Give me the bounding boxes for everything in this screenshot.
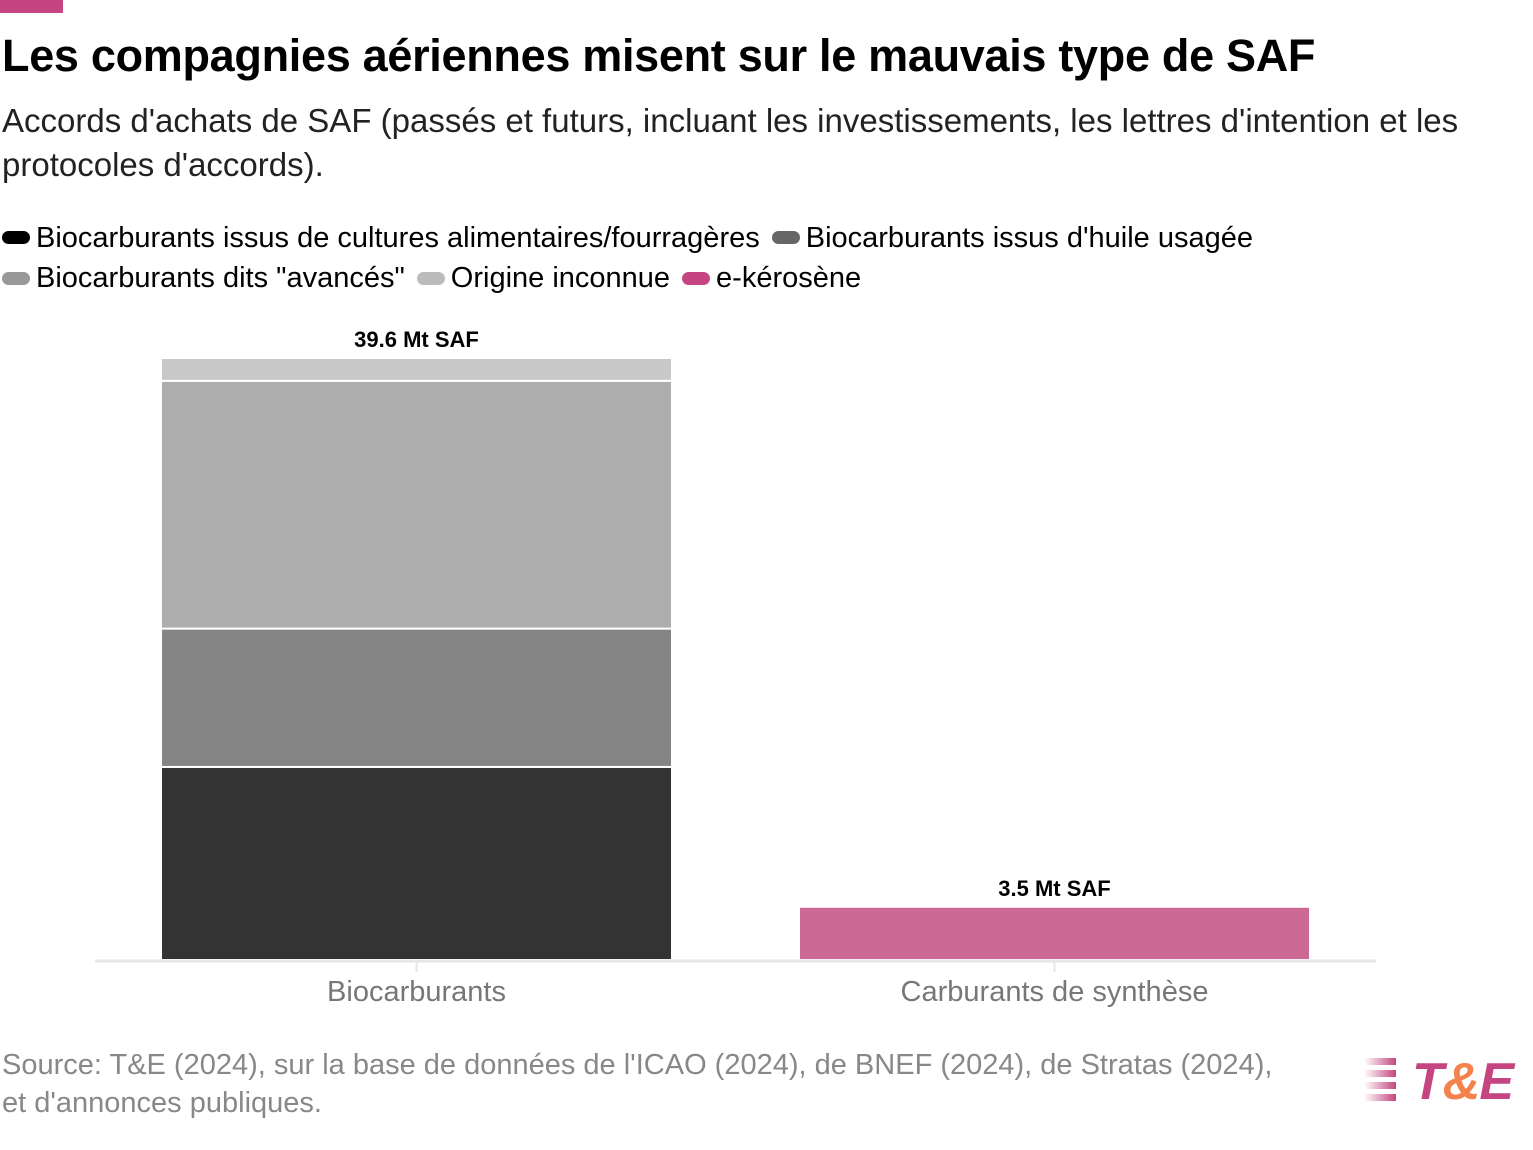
legend-swatch (2, 271, 30, 285)
x-tick-label: Carburants de synthèse (901, 976, 1209, 1008)
total-label: 3.5 Mt SAF (998, 876, 1110, 901)
x-tick-label: Biocarburants (327, 976, 506, 1008)
chart-subtitle: Accords d'achats de SAF (passés et futur… (2, 102, 1459, 183)
legend-label: Origine inconnue (450, 262, 671, 294)
bar-segment (160, 379, 673, 630)
legend: Biocarburants issus de cultures alimenta… (2, 216, 1502, 297)
legend-label: Biocarburants issus d'huile usagée (805, 221, 1253, 254)
logo-stripes-icon (1364, 1058, 1396, 1106)
bar-segment (160, 627, 673, 768)
legend-swatch (416, 271, 445, 285)
bar-segment (160, 357, 673, 382)
legend-swatch (682, 271, 711, 285)
legend-label: Biocarburants issus de cultures alimenta… (36, 221, 760, 254)
bar-segment (160, 765, 673, 961)
chart-title: Les compagnies aériennes misent sur le m… (2, 30, 1316, 81)
legend-swatch (2, 231, 30, 244)
bar-segment (798, 905, 1311, 961)
legend-item: Biocarburants issus de cultures alimenta… (2, 219, 760, 257)
legend-label: e-kérosène (716, 262, 862, 294)
legend-item: Biocarburants issus d'huile usagée (771, 219, 1253, 257)
legend-item: Biocarburants dits "avancés" (2, 259, 405, 297)
legend-label: Biocarburants dits "avancés" (36, 262, 405, 294)
source-note: Source: T&E (2024), sur la base de donné… (2, 1049, 1273, 1119)
legend-swatch (771, 231, 800, 244)
legend-item: e-kérosène (682, 259, 861, 297)
logo: T&E (1412, 1053, 1514, 1111)
legend-item: Origine inconnue (416, 259, 671, 297)
total-label: 39.6 Mt SAF (354, 327, 479, 352)
accent-bar (0, 0, 63, 13)
